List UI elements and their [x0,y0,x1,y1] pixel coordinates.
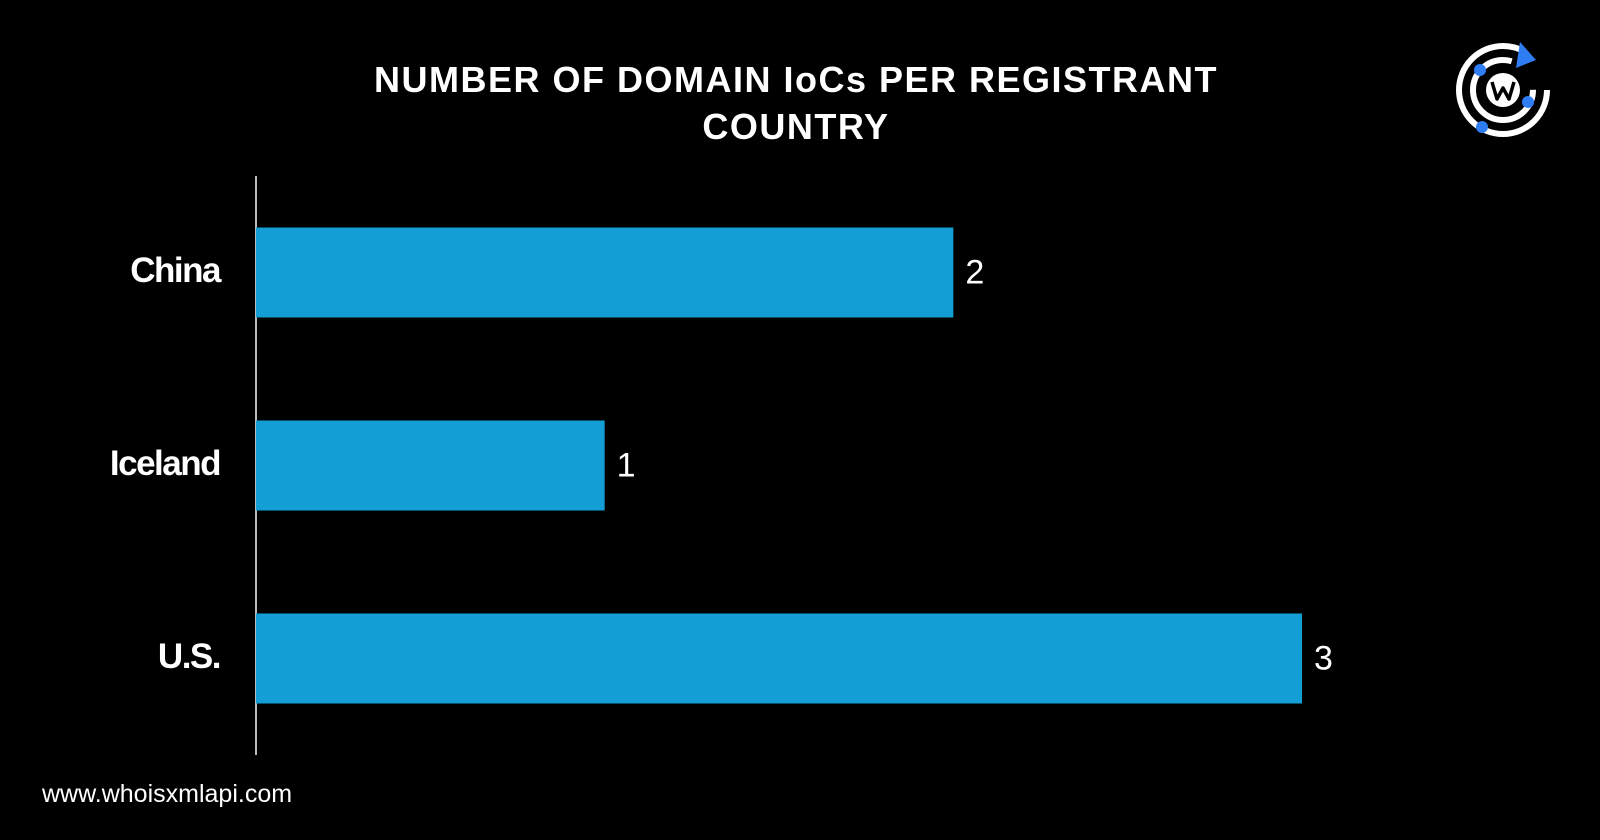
category-label: China [130,251,222,290]
bar [256,420,605,511]
bar [256,613,1302,704]
value-label: 1 [617,446,636,484]
chart-title: NUMBER OF DOMAIN IoCs PER REGISTRANT COU… [373,59,1218,147]
value-label: 2 [965,253,984,291]
value-label: 3 [1314,639,1333,677]
footer-url: www.whoisxmlapi.com [42,780,293,808]
logo [1456,42,1550,137]
bar [256,227,954,318]
category-label: Iceland [110,444,220,483]
category-label: U.S. [158,637,220,676]
